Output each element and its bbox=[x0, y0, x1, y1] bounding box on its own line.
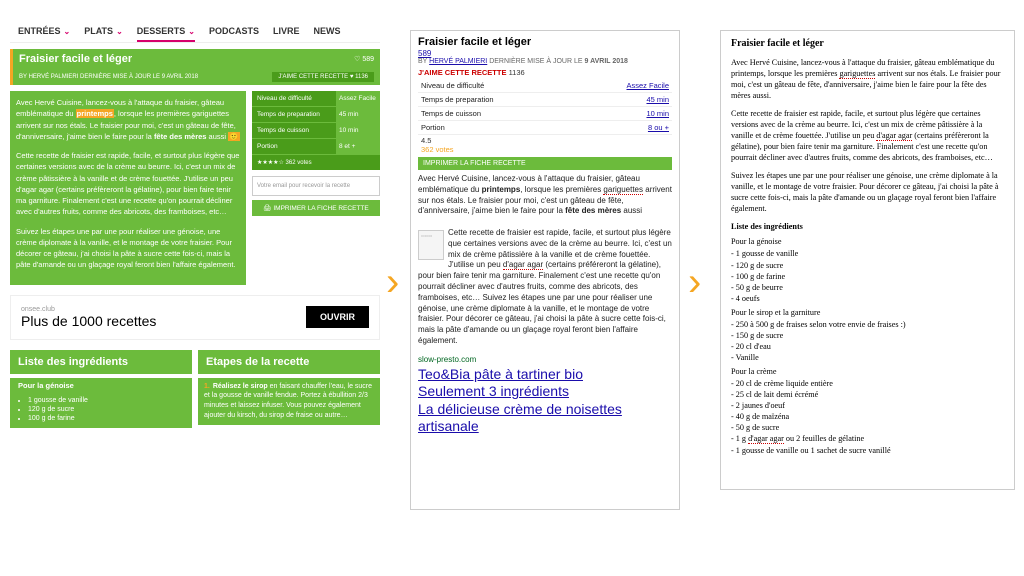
p3-title: Fraisier facile et léger bbox=[731, 37, 1004, 51]
nav-livre[interactable]: LIVRE bbox=[273, 26, 300, 36]
recipe-title-bar: Fraisier facile et léger ♡ 589 bbox=[10, 49, 380, 69]
ingredients-list: 1 gousse de vanille 120 g de sucre 100 g… bbox=[10, 393, 192, 428]
arrow-icon: › bbox=[688, 260, 701, 305]
reader-mode-panel: Fraisier facile et léger 589 BY HERVÉ PA… bbox=[410, 30, 680, 510]
nav-news[interactable]: NEWS bbox=[314, 26, 341, 36]
p2-print-bar[interactable]: IMPRIMER LA FICHE RECETTE bbox=[418, 157, 672, 170]
p2-count-link[interactable]: 589 bbox=[418, 49, 672, 58]
p3-para2: Cette recette de fraisier est rapide, fa… bbox=[731, 108, 1004, 163]
p3-para3: Suivez les étapes une par une pour réali… bbox=[731, 170, 1004, 214]
source-screenshot-panel: ENTRÉES⌄ PLATS⌄ DESSERTS⌄ PODCASTS LIVRE… bbox=[10, 20, 380, 560]
recipe-title: Fraisier facile et léger bbox=[19, 53, 132, 65]
p3-list-header: Liste des ingrédients bbox=[731, 221, 1004, 232]
steps-column: Etapes de la recette 1.Réalisez le sirop… bbox=[198, 350, 380, 428]
like-button[interactable]: J'AIME CETTE RECETTE ♥ 1136 bbox=[272, 72, 374, 82]
ad-headline: Plus de 1000 recettes bbox=[21, 313, 156, 329]
p3-sub-sirop: Pour le sirop et la garniture bbox=[731, 307, 1004, 318]
nav-podcasts[interactable]: PODCASTS bbox=[209, 26, 259, 36]
p3-para1: Avec Hervé Cuisine, lancez-vous à l'atta… bbox=[731, 57, 1004, 101]
p2-rating: 4.5362 votes bbox=[418, 135, 672, 155]
top-nav: ENTRÉES⌄ PLATS⌄ DESSERTS⌄ PODCASTS LIVRE… bbox=[10, 20, 380, 43]
p2-stats-table: Niveau de difficultéAssez Facile Temps d… bbox=[418, 79, 672, 135]
p3-sub-genoise: Pour la génoise bbox=[731, 236, 1004, 247]
step-1: 1.Réalisez le sirop en faisant chauffer … bbox=[198, 378, 380, 425]
nav-plats[interactable]: PLATS⌄ bbox=[84, 26, 123, 36]
p2-like: J'AIME CETTE RECETTE 1136 bbox=[418, 68, 672, 77]
p2-body: Avec Hervé Cuisine, lancez-vous à l'atta… bbox=[418, 174, 672, 347]
heart-count: ♡ 589 bbox=[354, 55, 374, 63]
p2-ad-links[interactable]: Teo&Bia pâte à tartiner bio Seulement 3 … bbox=[418, 366, 672, 436]
p2-title: Fraisier facile et léger bbox=[418, 36, 672, 48]
byline: BY HERVÉ PALMIERI DERNIÈRE MISE À JOUR L… bbox=[19, 74, 198, 80]
ad-banner[interactable]: onsee.club Plus de 1000 recettes OUVRIR bbox=[10, 295, 380, 340]
ingredients-header: Liste des ingrédients bbox=[10, 350, 192, 374]
print-button[interactable]: 🖨 IMPRIMER LA FICHE RECETTE bbox=[252, 200, 380, 216]
p2-byline: BY HERVÉ PALMIERI DERNIÈRE MISE À JOUR L… bbox=[418, 58, 672, 65]
steps-header: Etapes de la recette bbox=[198, 350, 380, 374]
plain-text-panel: Fraisier facile et léger Avec Hervé Cuis… bbox=[720, 30, 1015, 490]
ad-open-button[interactable]: OUVRIR bbox=[306, 306, 369, 328]
p2-ad-url[interactable]: slow-presto.com bbox=[418, 355, 672, 364]
arrow-icon: › bbox=[386, 260, 399, 305]
p3-sub-creme: Pour la crème bbox=[731, 366, 1004, 377]
ad-domain: onsee.club bbox=[21, 306, 156, 313]
ingredients-column: Liste des ingrédients Pour la génoise 1 … bbox=[10, 350, 192, 428]
ingredients-subheader: Pour la génoise bbox=[10, 378, 192, 393]
nav-desserts[interactable]: DESSERTS⌄ bbox=[137, 26, 195, 42]
email-input[interactable]: Votre email pour recevoir la recette bbox=[252, 176, 380, 196]
rating-stars: ★★★★☆ 362 votes bbox=[252, 155, 380, 170]
nav-entrees[interactable]: ENTRÉES⌄ bbox=[18, 26, 70, 36]
recipe-stats-table: Niveau de difficultéAssez Facile Temps d… bbox=[252, 91, 380, 170]
thumb-icon: ▭▭▭ bbox=[418, 230, 444, 260]
recipe-intro-text: Avec Hervé Cuisine, lancez-vous à l'atta… bbox=[10, 91, 246, 285]
recipe-meta-bar: BY HERVÉ PALMIERI DERNIÈRE MISE À JOUR L… bbox=[10, 69, 380, 85]
